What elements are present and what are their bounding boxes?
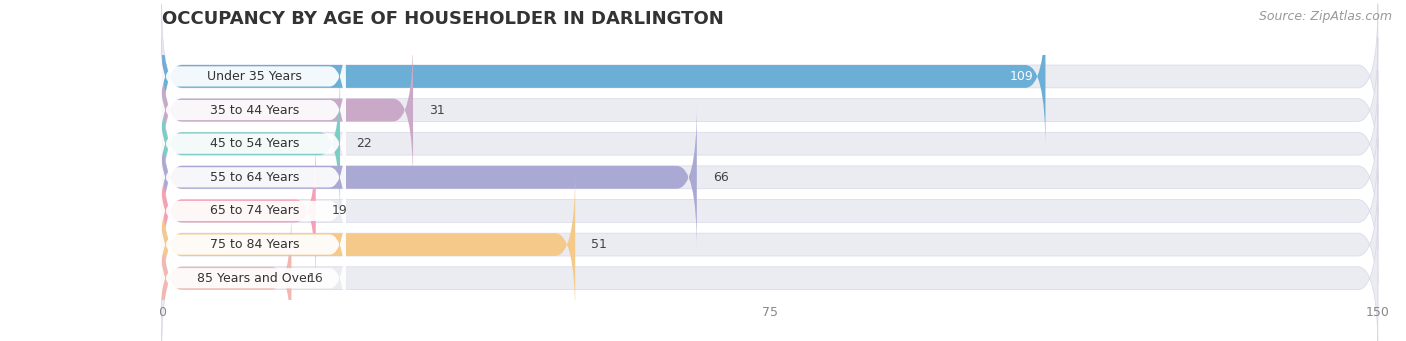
Text: 35 to 44 Years: 35 to 44 Years: [211, 104, 299, 117]
Text: Under 35 Years: Under 35 Years: [208, 70, 302, 83]
Text: 85 Years and Over: 85 Years and Over: [197, 272, 312, 285]
Text: 22: 22: [356, 137, 373, 150]
FancyBboxPatch shape: [162, 105, 697, 250]
FancyBboxPatch shape: [162, 206, 291, 341]
Text: 19: 19: [332, 205, 347, 218]
FancyBboxPatch shape: [162, 71, 1378, 216]
FancyBboxPatch shape: [162, 206, 1378, 341]
Text: Source: ZipAtlas.com: Source: ZipAtlas.com: [1258, 10, 1392, 23]
FancyBboxPatch shape: [162, 71, 340, 216]
FancyBboxPatch shape: [162, 38, 413, 183]
FancyBboxPatch shape: [162, 105, 1378, 250]
Text: 75 to 84 Years: 75 to 84 Years: [209, 238, 299, 251]
FancyBboxPatch shape: [159, 221, 346, 336]
FancyBboxPatch shape: [162, 172, 575, 317]
Text: 31: 31: [429, 104, 446, 117]
Text: 109: 109: [1010, 70, 1033, 83]
FancyBboxPatch shape: [159, 120, 346, 235]
FancyBboxPatch shape: [162, 138, 316, 284]
Text: 45 to 54 Years: 45 to 54 Years: [211, 137, 299, 150]
FancyBboxPatch shape: [162, 38, 1378, 183]
Text: 51: 51: [592, 238, 607, 251]
FancyBboxPatch shape: [159, 154, 346, 268]
FancyBboxPatch shape: [162, 4, 1046, 149]
Text: OCCUPANCY BY AGE OF HOUSEHOLDER IN DARLINGTON: OCCUPANCY BY AGE OF HOUSEHOLDER IN DARLI…: [162, 10, 724, 28]
FancyBboxPatch shape: [159, 188, 346, 302]
FancyBboxPatch shape: [159, 19, 346, 134]
Text: 65 to 74 Years: 65 to 74 Years: [211, 205, 299, 218]
FancyBboxPatch shape: [162, 4, 1378, 149]
FancyBboxPatch shape: [159, 87, 346, 201]
Text: 66: 66: [713, 171, 728, 184]
FancyBboxPatch shape: [162, 172, 1378, 317]
FancyBboxPatch shape: [162, 138, 1378, 284]
Text: 55 to 64 Years: 55 to 64 Years: [211, 171, 299, 184]
FancyBboxPatch shape: [159, 53, 346, 167]
Text: 16: 16: [308, 272, 323, 285]
